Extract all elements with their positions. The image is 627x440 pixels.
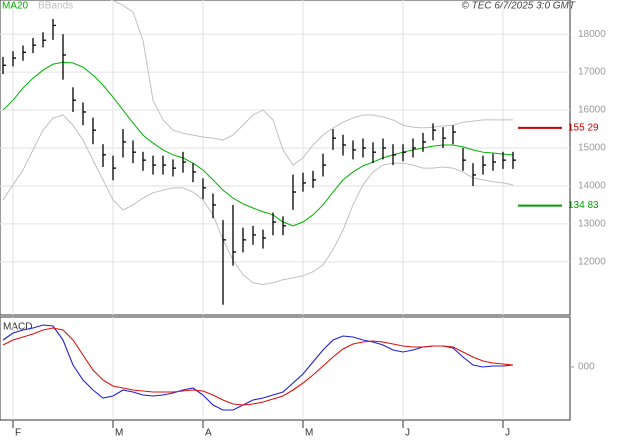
- macd-line: [2, 327, 514, 406]
- macd-panel: [0, 316, 571, 421]
- y-tick-label: 12000: [578, 257, 606, 268]
- y-tick-label: 15000: [578, 143, 606, 154]
- macd-title: MACD: [3, 322, 32, 333]
- x-tick-label: J: [405, 428, 410, 439]
- level-label: 155 29: [568, 123, 599, 134]
- x-tick-label: M: [115, 428, 123, 439]
- x-tick-label: M: [305, 428, 313, 439]
- legend-entry: BBands: [38, 1, 73, 12]
- legend-entry: MA20: [2, 1, 29, 12]
- macd-line: [2, 324, 514, 411]
- y-tick-label: 14000: [578, 181, 606, 192]
- band-line: [2, 114, 514, 286]
- ma-line: [2, 61, 514, 227]
- credit: © TEC 6/7/2025 3:0 GMT: [461, 1, 575, 12]
- band-line: [110, 0, 513, 166]
- x-tick-label: A: [205, 428, 212, 439]
- y-tick-label: 17000: [578, 67, 606, 78]
- price-panel: [0, 0, 571, 316]
- y-tick-label: 16000: [578, 105, 606, 116]
- y-tick-label: 18000: [578, 29, 606, 40]
- level-label: 134 83: [568, 200, 599, 211]
- y-tick-label: 13000: [578, 219, 606, 230]
- x-tick-label: F: [15, 428, 21, 439]
- y-tick-label: 000: [578, 362, 595, 373]
- x-tick-label: J: [505, 428, 510, 439]
